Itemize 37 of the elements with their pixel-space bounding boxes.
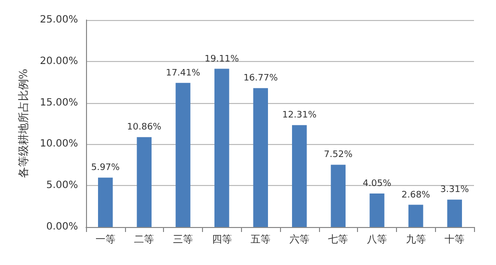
bar [447, 200, 462, 227]
bar [136, 137, 152, 227]
x-tick-label: 十等 [444, 234, 465, 246]
data-label: 3.31% [440, 185, 470, 196]
bar [370, 193, 384, 227]
bar [253, 88, 268, 227]
y-tick-label: 25.00% [40, 14, 78, 26]
data-label: 4.05% [362, 178, 392, 189]
x-tick-label: 四等 [212, 234, 232, 246]
x-tick-label: 三等 [173, 234, 193, 246]
bar [408, 204, 424, 227]
data-label: 17.41% [166, 68, 201, 78]
x-tick-label: 六等 [289, 234, 310, 246]
data-label: 16.77% [243, 74, 278, 84]
y-axis-title: 各等级耕地所占比例% [16, 68, 30, 178]
y-tick-label: 15.00% [40, 97, 78, 108]
x-tick-label: 七等 [328, 234, 348, 246]
data-label: 12.31% [282, 110, 317, 121]
y-tick-label: 5.00% [46, 180, 78, 192]
x-tick-label: 二等 [134, 234, 154, 246]
data-label: 2.68% [402, 190, 431, 200]
y-tick-label: 20.00% [40, 56, 78, 67]
bar [176, 82, 190, 227]
x-tick-label: 一等 [95, 234, 116, 246]
x-tick-label: 五等 [250, 234, 271, 246]
bar [214, 68, 230, 227]
bar [98, 178, 113, 227]
x-tick-label: 九等 [406, 234, 426, 246]
bar [292, 125, 307, 227]
data-label: 7.52% [324, 150, 353, 160]
data-label: 10.86% [127, 122, 162, 133]
x-tick-label: 八等 [367, 234, 387, 246]
y-tick-label: 0.00% [46, 222, 78, 232]
y-tick-label: 10.00% [40, 138, 78, 150]
data-label: 5.97% [91, 163, 120, 174]
bar [330, 164, 346, 227]
data-label: 19.11% [204, 54, 240, 64]
